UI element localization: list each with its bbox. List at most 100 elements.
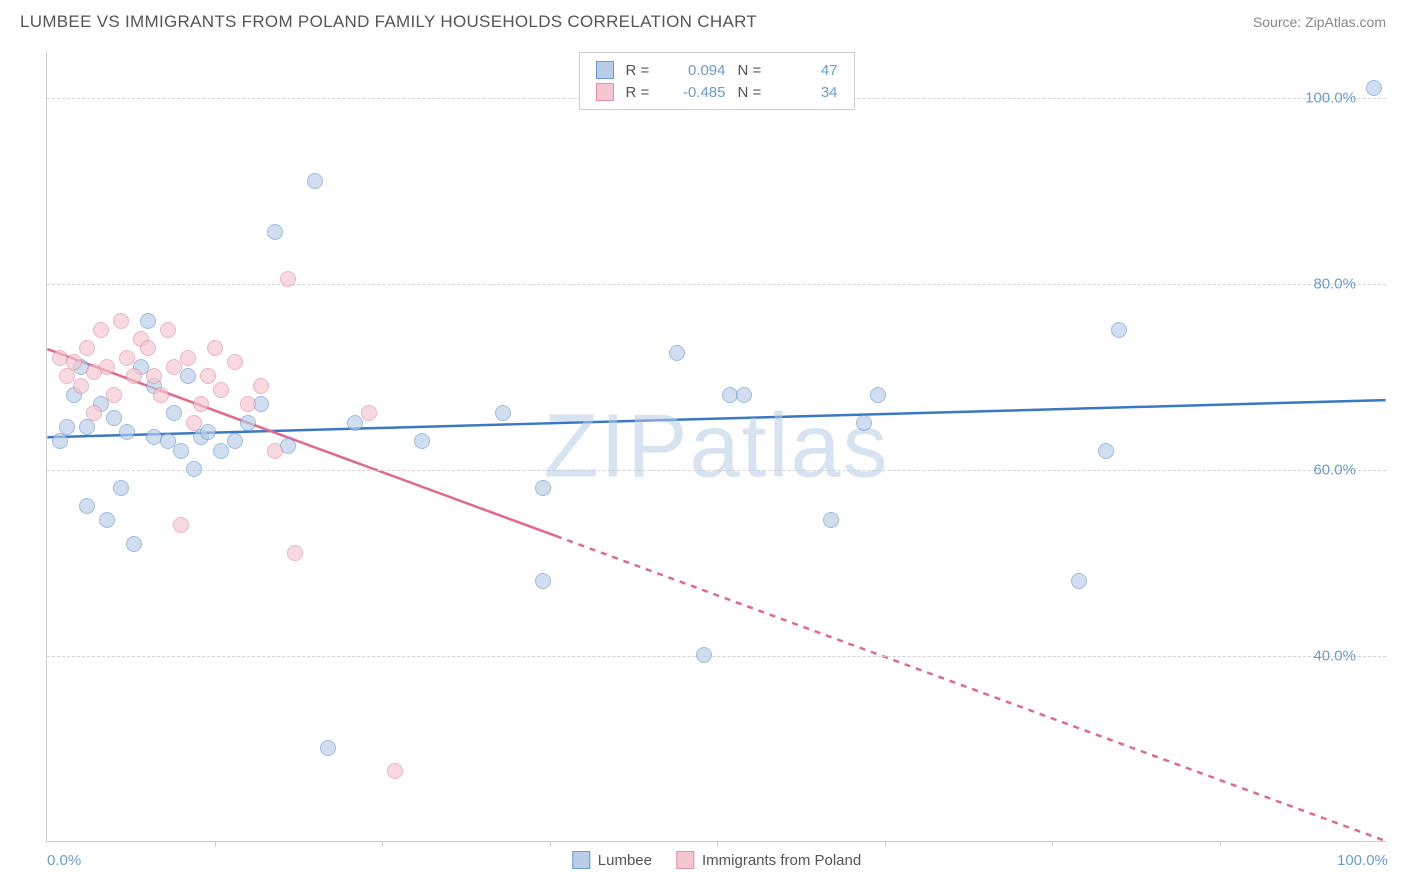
data-point	[669, 345, 685, 361]
data-point	[113, 480, 129, 496]
data-point	[93, 322, 109, 338]
x-tick	[1052, 841, 1053, 847]
data-point	[126, 368, 142, 384]
data-point	[106, 410, 122, 426]
data-point	[126, 536, 142, 552]
legend-item: Immigrants from Poland	[676, 851, 861, 869]
data-point	[186, 461, 202, 477]
data-point	[200, 424, 216, 440]
n-label: N =	[738, 84, 766, 101]
data-point	[66, 354, 82, 370]
data-point	[153, 387, 169, 403]
series-legend: Lumbee Immigrants from Poland	[572, 851, 861, 869]
data-point	[267, 443, 283, 459]
legend-row: R = -0.485 N = 34	[596, 81, 838, 103]
data-point	[213, 382, 229, 398]
data-point	[160, 322, 176, 338]
data-point	[1098, 443, 1114, 459]
data-point	[79, 419, 95, 435]
data-point	[535, 573, 551, 589]
data-point	[387, 763, 403, 779]
data-point	[140, 340, 156, 356]
data-point	[823, 512, 839, 528]
data-point	[535, 480, 551, 496]
data-point	[361, 405, 377, 421]
data-point	[227, 433, 243, 449]
data-point	[166, 405, 182, 421]
legend-swatch-pink	[676, 851, 694, 869]
data-point	[173, 517, 189, 533]
r-value: 0.094	[666, 62, 726, 79]
x-tick	[215, 841, 216, 847]
y-tick-label: 40.0%	[1313, 648, 1356, 665]
data-point	[180, 368, 196, 384]
data-point	[86, 405, 102, 421]
data-point	[736, 387, 752, 403]
legend-label: Immigrants from Poland	[702, 852, 861, 869]
data-point	[119, 350, 135, 366]
data-point	[52, 433, 68, 449]
data-point	[140, 313, 156, 329]
data-point	[1366, 80, 1382, 96]
data-point	[280, 271, 296, 287]
data-point	[146, 368, 162, 384]
data-point	[307, 173, 323, 189]
gridline	[47, 284, 1386, 285]
source-label: Source: ZipAtlas.com	[1253, 14, 1386, 30]
data-point	[106, 387, 122, 403]
data-point	[186, 415, 202, 431]
n-value: 34	[778, 84, 838, 101]
data-point	[1111, 322, 1127, 338]
data-point	[59, 419, 75, 435]
data-point	[227, 354, 243, 370]
data-point	[113, 313, 129, 329]
legend-row: R = 0.094 N = 47	[596, 59, 838, 81]
data-point	[73, 378, 89, 394]
data-point	[99, 359, 115, 375]
data-point	[253, 378, 269, 394]
data-point	[856, 415, 872, 431]
data-point	[240, 396, 256, 412]
legend-label: Lumbee	[598, 852, 652, 869]
data-point	[79, 498, 95, 514]
x-tick	[382, 841, 383, 847]
y-tick-label: 100.0%	[1305, 90, 1356, 107]
r-label: R =	[626, 62, 654, 79]
data-point	[119, 424, 135, 440]
data-point	[173, 443, 189, 459]
trend-lines	[47, 52, 1386, 841]
legend-item: Lumbee	[572, 851, 652, 869]
x-tick-label: 100.0%	[1337, 852, 1388, 869]
data-point	[870, 387, 886, 403]
y-tick-label: 60.0%	[1313, 462, 1356, 479]
data-point	[1071, 573, 1087, 589]
legend-swatch-pink	[596, 83, 614, 101]
r-label: R =	[626, 84, 654, 101]
x-tick-label: 0.0%	[47, 852, 81, 869]
data-point	[180, 350, 196, 366]
data-point	[193, 396, 209, 412]
data-point	[495, 405, 511, 421]
data-point	[696, 647, 712, 663]
gridline	[47, 470, 1386, 471]
data-point	[79, 340, 95, 356]
legend-swatch-blue	[572, 851, 590, 869]
scatter-chart: ZIPatlas R = 0.094 N = 47 R = -0.485 N =…	[46, 52, 1386, 842]
x-tick	[550, 841, 551, 847]
data-point	[287, 545, 303, 561]
legend-swatch-blue	[596, 61, 614, 79]
data-point	[240, 415, 256, 431]
x-tick	[885, 841, 886, 847]
n-label: N =	[738, 62, 766, 79]
y-tick-label: 80.0%	[1313, 276, 1356, 293]
data-point	[207, 340, 223, 356]
r-value: -0.485	[666, 84, 726, 101]
data-point	[320, 740, 336, 756]
data-point	[200, 368, 216, 384]
data-point	[267, 224, 283, 240]
gridline	[47, 656, 1386, 657]
chart-title: LUMBEE VS IMMIGRANTS FROM POLAND FAMILY …	[20, 12, 757, 32]
n-value: 47	[778, 62, 838, 79]
correlation-legend: R = 0.094 N = 47 R = -0.485 N = 34	[579, 52, 855, 110]
x-tick	[717, 841, 718, 847]
